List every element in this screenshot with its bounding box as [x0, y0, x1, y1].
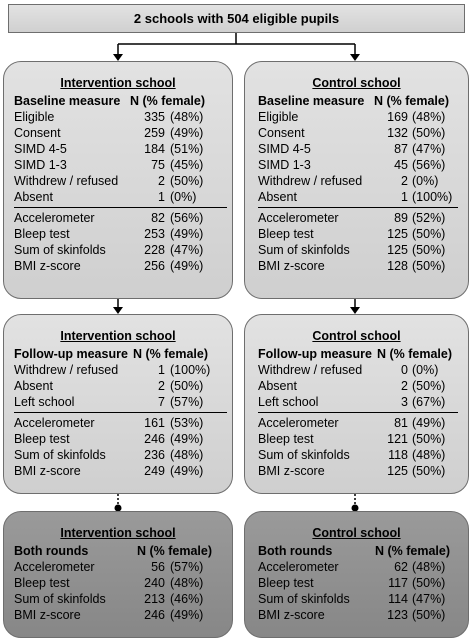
- dot-right-both: [351, 504, 359, 512]
- table-row: BMI z-score 123 (50%): [258, 608, 446, 622]
- table-row: Left school 3 (67%): [258, 395, 446, 409]
- arrow-left-baseline: [113, 54, 123, 61]
- baseline-intervention-header: Baseline measure N (% female): [14, 94, 229, 109]
- followup-intervention-header: Follow-up measure N (% female): [14, 347, 229, 362]
- table-row: Bleep test 246 (49%): [14, 432, 204, 446]
- table-row: Accelerometer 89 (52%): [258, 211, 446, 225]
- table-row: Absent 1 (0%): [14, 190, 197, 204]
- table-row: Sum of skinfolds 228 (47%): [14, 243, 204, 257]
- divider: [258, 412, 458, 413]
- followup-intervention-box: Intervention school Follow-up measure N …: [3, 314, 233, 494]
- table-row: Sum of skinfolds 213 (46%): [14, 592, 204, 606]
- both-intervention-header: Both rounds N (% female): [14, 544, 229, 559]
- header-measure: Baseline measure: [258, 94, 365, 108]
- both-intervention-box: Intervention school Both rounds N (% fem…: [3, 511, 233, 638]
- table-row: Withdrew / refused 0 (0%): [258, 363, 439, 377]
- followup-control-header: Follow-up measure N (% female): [258, 347, 466, 362]
- header-n-female: N (% female): [137, 544, 213, 558]
- table-row: SIMD 4-5 184 (51%): [14, 142, 204, 156]
- table-row: BMI z-score 256 (49%): [14, 259, 204, 273]
- table-row: Absent 1 (100%): [258, 190, 453, 204]
- table-row: Eligible 169 (48%): [258, 110, 446, 124]
- followup-control-box: Control school Follow-up measure N (% fe…: [244, 314, 469, 494]
- table-row: Bleep test 240 (48%): [14, 576, 204, 590]
- header-measure: Both rounds: [258, 544, 333, 558]
- table-row: Sum of skinfolds 114 (47%): [258, 592, 446, 606]
- header-n-female: N (% female): [130, 94, 206, 108]
- divider: [258, 207, 458, 208]
- baseline-intervention-title: Intervention school: [60, 76, 176, 90]
- table-row: BMI z-score 128 (50%): [258, 259, 446, 273]
- table-row: Accelerometer 81 (49%): [258, 416, 446, 430]
- table-row: Withdrew / refused 2 (50%): [14, 174, 204, 188]
- header-measure: Both rounds: [14, 544, 89, 558]
- top-summary-box: 2 schools with 504 eligible pupils: [8, 4, 465, 33]
- header-n-female: N (% female): [374, 94, 450, 108]
- table-row: BMI z-score 249 (49%): [14, 464, 204, 478]
- followup-intervention-title: Intervention school: [60, 329, 176, 343]
- table-row: BMI z-score 125 (50%): [258, 464, 446, 478]
- table-row: Eligible 335 (48%): [14, 110, 204, 124]
- followup-control-title: Control school: [312, 329, 401, 343]
- table-row: Consent 259 (49%): [14, 126, 204, 140]
- table-row: Accelerometer 56 (57%): [14, 560, 204, 574]
- table-row: BMI z-score 246 (49%): [14, 608, 204, 622]
- header-n-female: N (% female): [377, 347, 453, 361]
- header-n-female: N (% female): [133, 347, 209, 361]
- both-control-title: Control school: [312, 526, 401, 540]
- divider: [14, 412, 227, 413]
- table-row: Left school 7 (57%): [14, 395, 204, 409]
- divider: [14, 207, 227, 208]
- table-row: Withdrew / refused 2 (0%): [258, 174, 439, 188]
- table-row: Bleep test 253 (49%): [14, 227, 204, 241]
- arrow-right-baseline: [350, 54, 360, 61]
- both-control-header: Both rounds N (% female): [258, 544, 466, 559]
- dot-left-both: [114, 504, 122, 512]
- both-intervention-title: Intervention school: [60, 526, 176, 540]
- table-row: Bleep test 117 (50%): [258, 576, 446, 590]
- arrow-right-followup: [350, 307, 360, 314]
- table-row: Consent 132 (50%): [258, 126, 446, 140]
- table-row: Sum of skinfolds 125 (50%): [258, 243, 446, 257]
- arrow-left-followup: [113, 307, 123, 314]
- table-row: Accelerometer 62 (48%): [258, 560, 446, 574]
- baseline-control-box: Control school Baseline measure N (% fem…: [244, 61, 469, 299]
- table-row: SIMD 1-3 75 (45%): [14, 158, 204, 172]
- table-row: Sum of skinfolds 236 (48%): [14, 448, 204, 462]
- header-measure: Follow-up measure: [14, 347, 128, 361]
- table-row: Accelerometer 161 (53%): [14, 416, 204, 430]
- table-row: SIMD 4-5 87 (47%): [258, 142, 446, 156]
- baseline-control-header: Baseline measure N (% female): [258, 94, 466, 109]
- table-row: Bleep test 121 (50%): [258, 432, 446, 446]
- table-row: Bleep test 125 (50%): [258, 227, 446, 241]
- top-summary-text: 2 schools with 504 eligible pupils: [133, 11, 340, 26]
- table-row: Withdrew / refused 1 (100%): [14, 363, 211, 377]
- baseline-control-title: Control school: [312, 76, 401, 90]
- table-row: Accelerometer 82 (56%): [14, 211, 204, 225]
- header-measure: Baseline measure: [14, 94, 121, 108]
- header-n-female: N (% female): [375, 544, 451, 558]
- header-measure: Follow-up measure: [258, 347, 372, 361]
- baseline-intervention-box: Intervention school Baseline measure N (…: [3, 61, 233, 299]
- table-row: Sum of skinfolds 118 (48%): [258, 448, 446, 462]
- table-row: SIMD 1-3 45 (56%): [258, 158, 446, 172]
- table-row: Absent 2 (50%): [14, 379, 204, 393]
- table-row: Absent 2 (50%): [258, 379, 446, 393]
- both-control-box: Control school Both rounds N (% female) …: [244, 511, 469, 638]
